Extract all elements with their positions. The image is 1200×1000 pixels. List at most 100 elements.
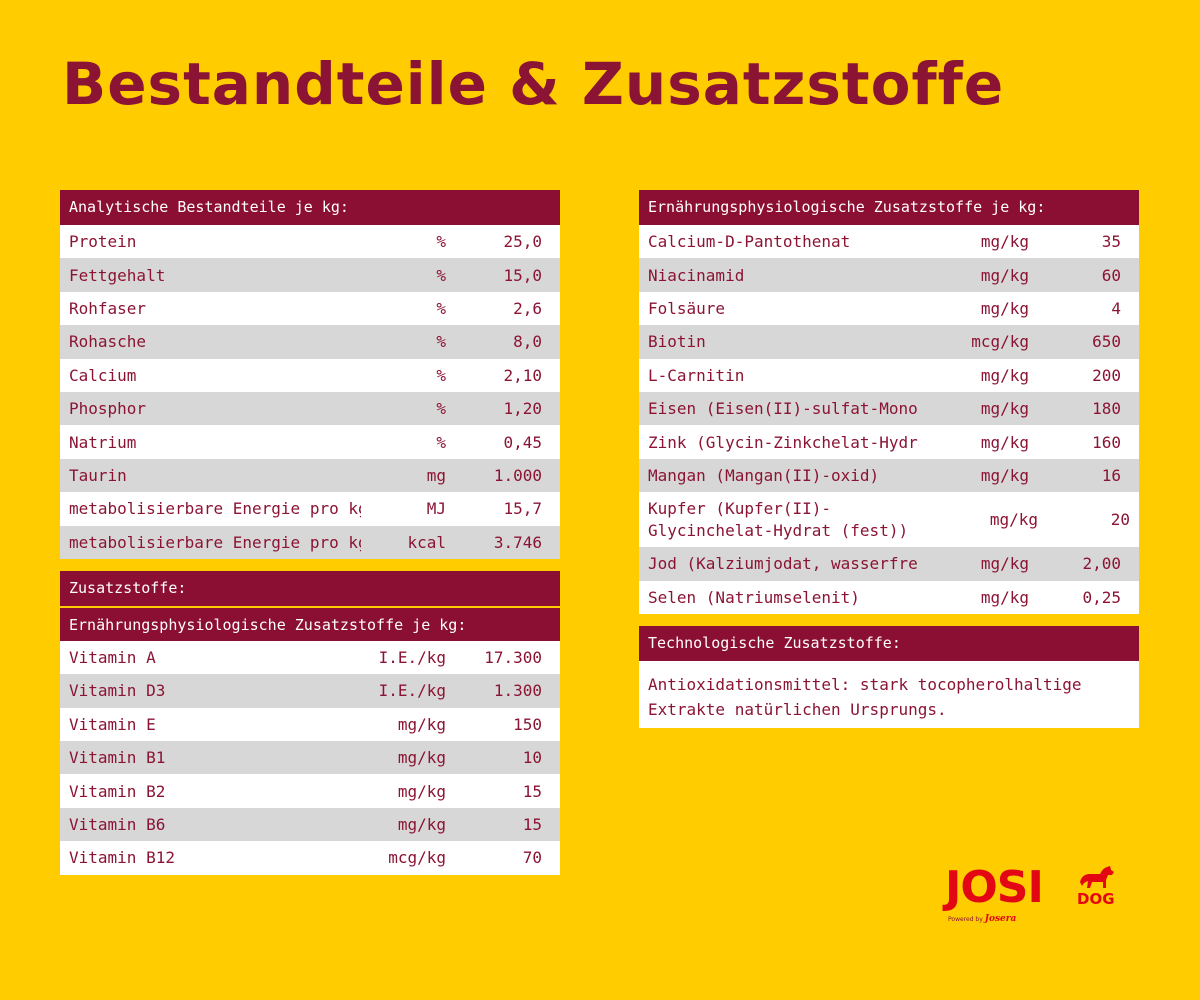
table-row: Protein% 25,0 [60,225,560,259]
row-value: 3.746 [493,532,542,552]
table-row: Eisen (Eisen(II)-sulfat-Monohydrat) mg/kg… [639,391,1139,426]
row-name: Vitamin B1 [69,748,166,768]
row-unit: % [436,432,446,452]
row-unit: mg/kg [980,554,1029,574]
row-name: Phosphor [69,399,147,419]
row-name: Vitamin A [69,648,156,668]
row-name: Mangan (Mangan(II)-oxid) [648,465,880,485]
row-name: Calcium [69,365,137,385]
row-unit: mg/kg [980,465,1029,485]
table-row: Kupfer (Kupfer(II)-Glycinchelat-Hydrat (… [639,492,1139,548]
row-value: 150 [513,714,542,734]
row-unit: mg [426,465,446,485]
row-unit: mg/kg [397,714,446,734]
josidog-logo: JOSI DOG Powered by Josera [945,858,1135,928]
row-unit: MJ [426,499,446,519]
row-name: Niacinamid [648,265,745,285]
logo-powered: Powered by Josera [948,914,1016,924]
table-row: Vitamin E mg/kg 150 [60,707,560,742]
row-value: 1,20 [503,399,542,419]
row-name: L-Carnitin [648,365,745,385]
row-value: 16 [1101,465,1121,485]
row-name: metabolisierbare Energie pro kg [69,499,361,519]
additives-subheader: Ernährungsphysiologische Zusatzstoffe je… [60,605,560,641]
table-row: Phosphor% 1,20 [60,391,560,426]
row-unit: % [436,232,446,252]
table-row: Taurin mg 1.000 [60,458,560,493]
row-unit: mcg/kg [388,848,446,868]
table-row: Fettgehalt% 15,0 [60,258,560,292]
dog-icon [1080,866,1114,888]
table-row: Calcium% 2,10 [60,358,560,392]
page-title: Bestandteile & Zusatzstoffe [62,50,1005,118]
row-name: Protein [69,232,137,252]
row-unit: mg/kg [980,298,1029,318]
row-value: 8,0 [513,332,542,352]
table-row: Vitamin A I.E./kg 17.300 [60,640,560,675]
table-row: Vitamin B1 mg/kg 10 [60,741,560,775]
technological-header: Technologische Zusatzstoffe: [639,625,1139,661]
nutritional-table: Calcium-D-Pantothenat mg/kg 35 Niacinamid mg… [639,225,1139,614]
row-value: 20 [1110,510,1130,530]
row-name: Taurin [69,465,127,485]
row-value: 17.300 [484,648,542,668]
technological-text: Antioxidationsmittel: stark tocopherolha… [639,660,1139,728]
logo-maker: Josera [984,914,1017,924]
row-value: 160 [1092,432,1121,452]
row-value: 180 [1092,399,1121,419]
table-row: Mangan (Mangan(II)-oxid) mg/kg 16 [639,458,1139,493]
row-value: 15,7 [503,499,542,519]
row-unit: mg/kg [397,748,446,768]
row-name: metabolisierbare Energie pro kg [69,532,361,552]
analytic-table: Protein% 25,0 Fettgehalt% 15,0 Rohfaser% 2,6 R… [60,225,560,559]
table-row: Biotin mcg/kg 650 [639,325,1139,359]
table-row: Niacinamid mg/kg 60 [639,258,1139,292]
row-name: Vitamin B6 [69,815,166,835]
row-value: 2,6 [513,298,542,318]
row-value: 60 [1101,265,1121,285]
table-row: Zink (Glycin-Zinkchelat-Hydrat (fest)) mg… [639,425,1139,459]
logo-sub: DOG [1077,890,1115,908]
row-name: Kupfer (Kupfer(II)-Glycinchelat-Hydrat (… [648,498,909,540]
row-name: Vitamin E [69,714,156,734]
row-unit: % [436,365,446,385]
row-unit: I.E./kg [378,648,446,668]
row-name: Fettgehalt [69,265,166,285]
table-row: Natrium% 0,45 [60,425,560,459]
row-value: 2,10 [503,365,542,385]
additives-header: Zusatzstoffe: [60,570,560,606]
row-name: Natrium [69,432,137,452]
analytic-header: Analytische Bestandteile je kg: [60,190,560,225]
row-name: Calcium-D-Pantothenat [648,232,851,252]
row-value: 25,0 [503,232,542,252]
row-unit: % [436,332,446,352]
row-value: 200 [1092,365,1121,385]
row-unit: % [436,399,446,419]
table-row: Vitamin D3 I.E./kg 1.300 [60,674,560,708]
logo-powered-label: Powered by [948,916,983,923]
row-name: Biotin [648,332,706,352]
table-row: Rohfaser% 2,6 [60,291,560,326]
logo-brand: JOSI [945,862,1044,913]
row-value: 10 [522,748,542,768]
table-row: Vitamin B2 mg/kg 15 [60,774,560,808]
row-unit: mg/kg [980,265,1029,285]
row-value: 650 [1092,332,1121,352]
row-value: 35 [1101,232,1121,252]
row-unit: mcg/kg [971,332,1029,352]
row-value: 15 [522,815,542,835]
row-unit: mg/kg [989,510,1038,530]
nutritional-header: Ernährungsphysiologische Zusatzstoffe je… [639,190,1139,225]
row-value: 2,00 [1082,554,1121,574]
row-unit: mg/kg [980,587,1029,607]
row-value: 70 [522,848,542,868]
row-name: Vitamin B2 [69,781,166,801]
table-row: L-Carnitin mg/kg 200 [639,358,1139,392]
row-value: 1.000 [493,465,542,485]
table-row: Jod (Kalziumjodat, wasserfrei) mg/kg 2,00 [639,547,1139,581]
row-value: 0,45 [503,432,542,452]
row-unit: mg/kg [397,815,446,835]
row-unit: % [436,265,446,285]
row-name: Rohfaser [69,298,147,318]
row-name: Jod (Kalziumjodat, wasserfrei) [648,554,919,574]
